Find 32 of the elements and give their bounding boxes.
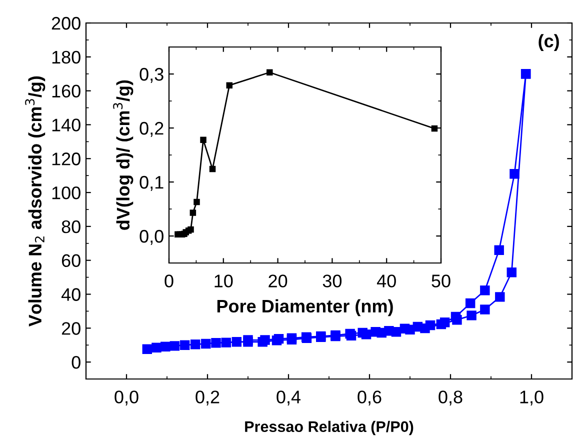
y-tick-label: 120: [52, 152, 80, 166]
y-axis-title: dV(log d)/ (cm$^{3}$/g): [113, 80, 134, 230]
x-tick-label: 0,6: [358, 390, 382, 406]
x-tick-label: 1,0: [520, 390, 544, 406]
y-tick-label: 40: [61, 288, 80, 301]
y-tick-label: 160: [52, 84, 80, 98]
annotation: (c): [538, 34, 559, 51]
x-tick-label: 0,0: [114, 390, 138, 406]
x-tick-label: 50: [432, 274, 450, 288]
y-tick-label: 0,2: [140, 122, 164, 137]
x-tick-label: 0,2: [196, 390, 220, 406]
x-tick-label: 20: [268, 274, 288, 288]
x-axis-title: Pressao Relativa (P/P0): [245, 420, 414, 436]
y-tick-label: 0,3: [140, 68, 164, 83]
y-tick-label: 0,1: [140, 176, 164, 191]
x-tick-label: 0: [164, 274, 174, 288]
y-tick-label: 0: [72, 356, 80, 369]
x-tick-label: 0,8: [438, 390, 462, 406]
y-axis-title: Volume N$_{2}$ adsorvido (cm$^{3}$/g): [25, 76, 46, 327]
y-tick-label: 80: [62, 220, 80, 234]
y-tick-label: 0,0: [140, 230, 164, 245]
x-tick-label: 30: [322, 274, 342, 288]
y-tick-label: 20: [62, 322, 80, 335]
x-axis-title: Pore Diamenter (nm): [217, 299, 393, 316]
y-tick-label: 140: [52, 118, 80, 132]
y-tick-label: 60: [62, 254, 80, 268]
y-tick-label: 100: [52, 186, 80, 200]
x-tick-label: 40: [376, 274, 396, 288]
y-tick-label: 180: [52, 50, 80, 64]
x-tick-label: 10: [214, 274, 233, 288]
y-tick-label: 200: [52, 16, 80, 30]
x-tick-label: 0,4: [276, 390, 301, 406]
